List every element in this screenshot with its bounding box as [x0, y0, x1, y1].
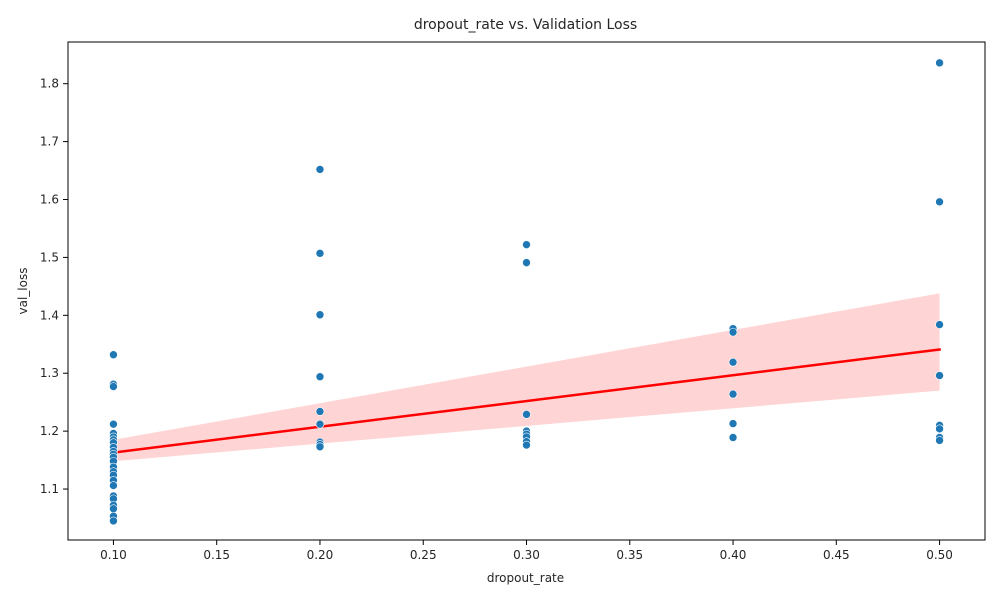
data-point — [522, 440, 531, 450]
x-tick-label: 0.15 — [203, 548, 230, 562]
chart-title: dropout_rate vs. Validation Loss — [414, 17, 637, 33]
x-axis-label: dropout_rate — [487, 571, 564, 585]
data-point — [315, 442, 325, 452]
y-tick-label: 1.7 — [40, 135, 59, 149]
regression-line — [112, 348, 941, 454]
y-tick-label: 1.1 — [40, 482, 59, 496]
y-tick-label: 1.3 — [40, 366, 59, 380]
y-tick-label: 1.5 — [40, 250, 59, 264]
data-point — [935, 58, 944, 68]
y-tick-label: 1.8 — [40, 77, 59, 91]
x-tick-label: 0.10 — [100, 548, 127, 562]
data-point — [315, 310, 325, 320]
x-tick-label: 0.40 — [720, 548, 747, 562]
y-tick-label: 1.6 — [40, 193, 59, 207]
data-point — [728, 389, 738, 399]
x-tick-label: 0.30 — [513, 548, 540, 562]
data-point — [935, 424, 944, 434]
data-point — [522, 410, 531, 419]
data-point — [109, 481, 118, 490]
data-point — [315, 165, 325, 174]
y-axis-label: val_loss — [16, 268, 30, 315]
data-points-layer — [109, 58, 944, 526]
data-point — [935, 197, 944, 207]
data-point — [728, 433, 738, 442]
data-point — [109, 382, 118, 391]
y-tick-label: 1.2 — [40, 424, 59, 438]
axes-layer: 0.10 0.15 0.20 0.25 0.30 0.35 0.40 0.45 0.50 1.1 1… — [40, 41, 986, 562]
data-point — [935, 436, 944, 445]
x-tick-label: 0.20 — [307, 548, 334, 562]
data-point — [728, 327, 738, 337]
data-point — [315, 419, 325, 429]
x-tick-label: 0.45 — [823, 548, 850, 562]
data-point — [728, 419, 738, 428]
data-point — [935, 320, 944, 329]
data-point — [935, 371, 944, 380]
data-point — [109, 350, 118, 359]
data-point — [522, 258, 531, 267]
data-point — [315, 249, 325, 258]
data-point — [522, 240, 531, 249]
data-point — [109, 516, 118, 526]
x-tick-label: 0.25 — [410, 548, 437, 562]
data-point — [109, 504, 118, 514]
regression-line-layer — [112, 348, 941, 454]
data-point — [315, 407, 325, 416]
y-tick-label: 1.4 — [40, 308, 59, 322]
data-point — [728, 357, 738, 367]
data-point — [109, 419, 118, 429]
x-tick-label: 0.50 — [926, 548, 953, 562]
x-tick-label: 0.35 — [616, 548, 643, 562]
data-point — [315, 372, 325, 382]
